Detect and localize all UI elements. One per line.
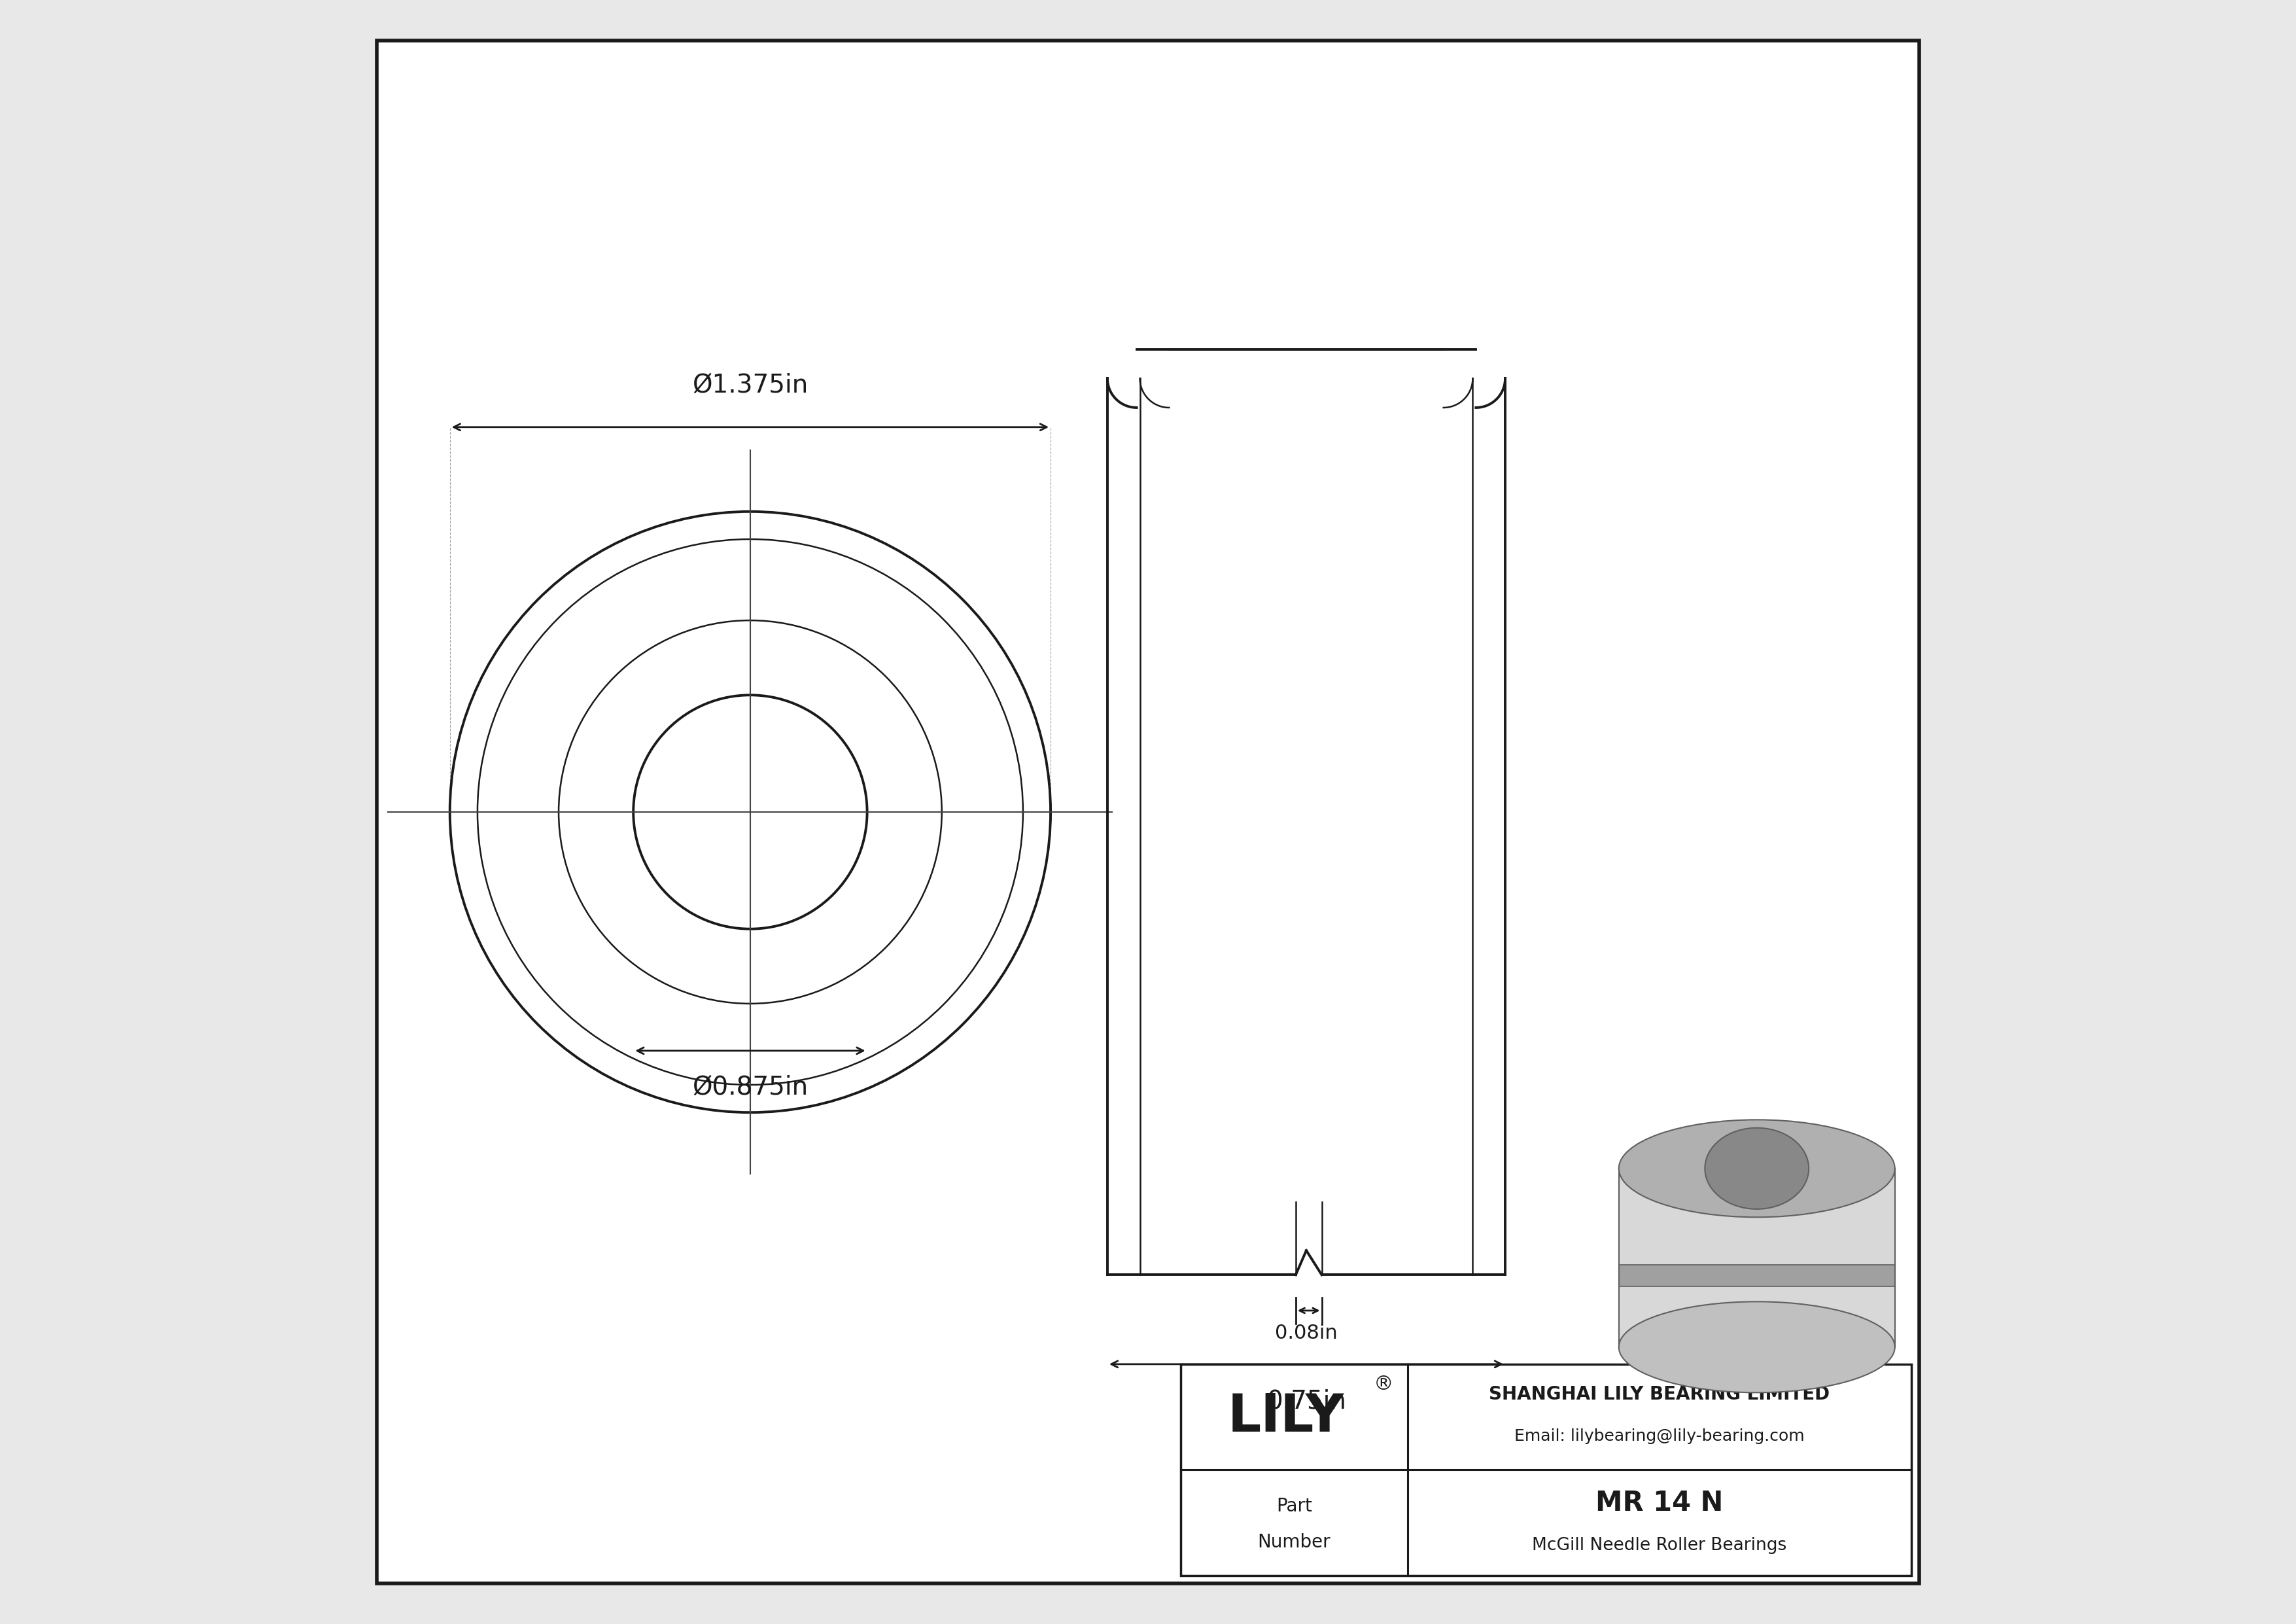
Text: Part: Part	[1277, 1497, 1311, 1515]
Bar	[1619, 1265, 1894, 1286]
Text: Ø1.375in: Ø1.375in	[693, 374, 808, 398]
Text: Email: lilybearing@lily-bearing.com: Email: lilybearing@lily-bearing.com	[1515, 1429, 1805, 1444]
Ellipse shape	[1619, 1121, 1894, 1218]
Text: ®: ®	[1373, 1376, 1394, 1393]
Bar	[1180, 1364, 1910, 1575]
Text: LILY: LILY	[1228, 1392, 1343, 1442]
Text: Ø0.875in: Ø0.875in	[693, 1075, 808, 1099]
Ellipse shape	[1619, 1302, 1894, 1393]
Text: Number: Number	[1258, 1533, 1332, 1551]
Text: MR 14 N: MR 14 N	[1596, 1489, 1724, 1517]
Text: McGill Needle Roller Bearings: McGill Needle Roller Bearings	[1531, 1536, 1786, 1554]
Text: 0.75in: 0.75in	[1267, 1389, 1345, 1413]
Text: SHANGHAI LILY BEARING LIMITED: SHANGHAI LILY BEARING LIMITED	[1490, 1385, 1830, 1403]
Text: 0.08in: 0.08in	[1274, 1324, 1339, 1343]
Bar	[1619, 1169, 1894, 1348]
Ellipse shape	[1706, 1127, 1809, 1208]
FancyBboxPatch shape	[377, 41, 1919, 1583]
